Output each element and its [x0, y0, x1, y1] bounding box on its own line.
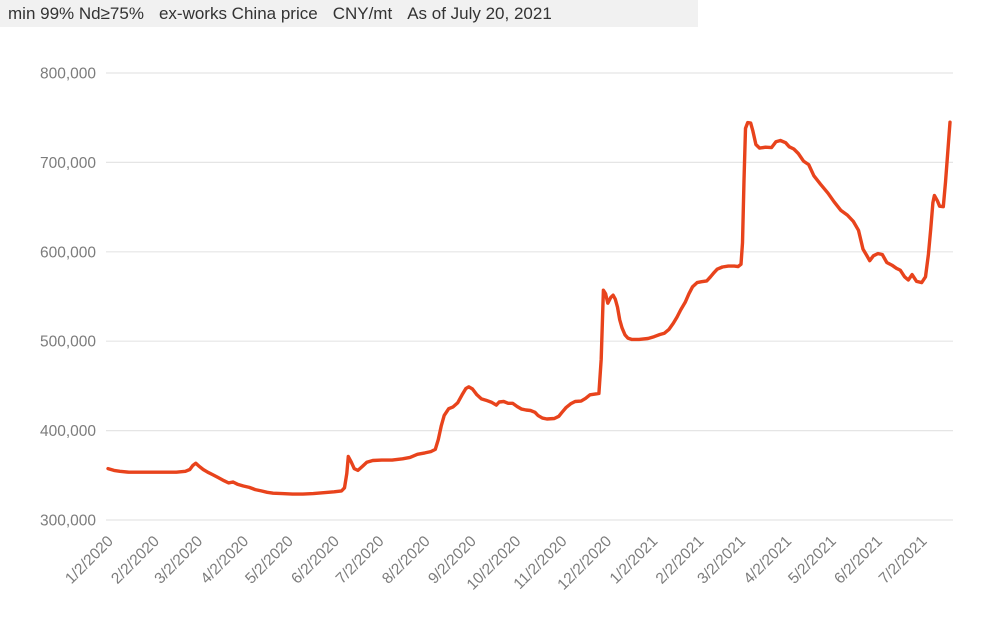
x-axis-label: 6/2/2021 [831, 533, 886, 588]
x-axis-label: 7/2/2020 [333, 533, 388, 588]
y-axis-label: 300,000 [40, 513, 96, 530]
x-axis-label: 5/2/2020 [242, 533, 297, 588]
y-axis-label: 400,000 [40, 423, 96, 440]
y-axis-label: 600,000 [40, 244, 96, 261]
chart-title-product: ex-works China price [158, 3, 318, 23]
chart-title-unit: CNY/mt [332, 3, 393, 23]
price-line [106, 120, 952, 496]
chart-title-spec: min 99% Nd≥75% [8, 3, 144, 23]
x-axis-label: 8/2/2020 [379, 533, 434, 588]
x-axis-label: 1/2/2020 [62, 533, 117, 588]
y-axis-label: 500,000 [40, 334, 96, 351]
chart-title-bar: min 99% Nd≥75% ex-works China price CNY/… [0, 0, 698, 27]
x-axis-label: 6/2/2020 [288, 533, 343, 588]
y-axis-label: 700,000 [40, 155, 96, 172]
x-axis-label: 1/2/2021 [607, 533, 662, 588]
x-axis-label: 7/2/2021 [876, 533, 931, 588]
y-axis-label: 800,000 [40, 66, 96, 83]
x-axis-label: 5/2/2021 [785, 533, 840, 588]
x-axis-label: 3/2/2020 [151, 533, 206, 588]
x-axis-label: 4/2/2020 [198, 533, 253, 588]
chart-title-asof: As of July 20, 2021 [407, 3, 552, 23]
x-axis-label: 4/2/2021 [741, 533, 796, 588]
